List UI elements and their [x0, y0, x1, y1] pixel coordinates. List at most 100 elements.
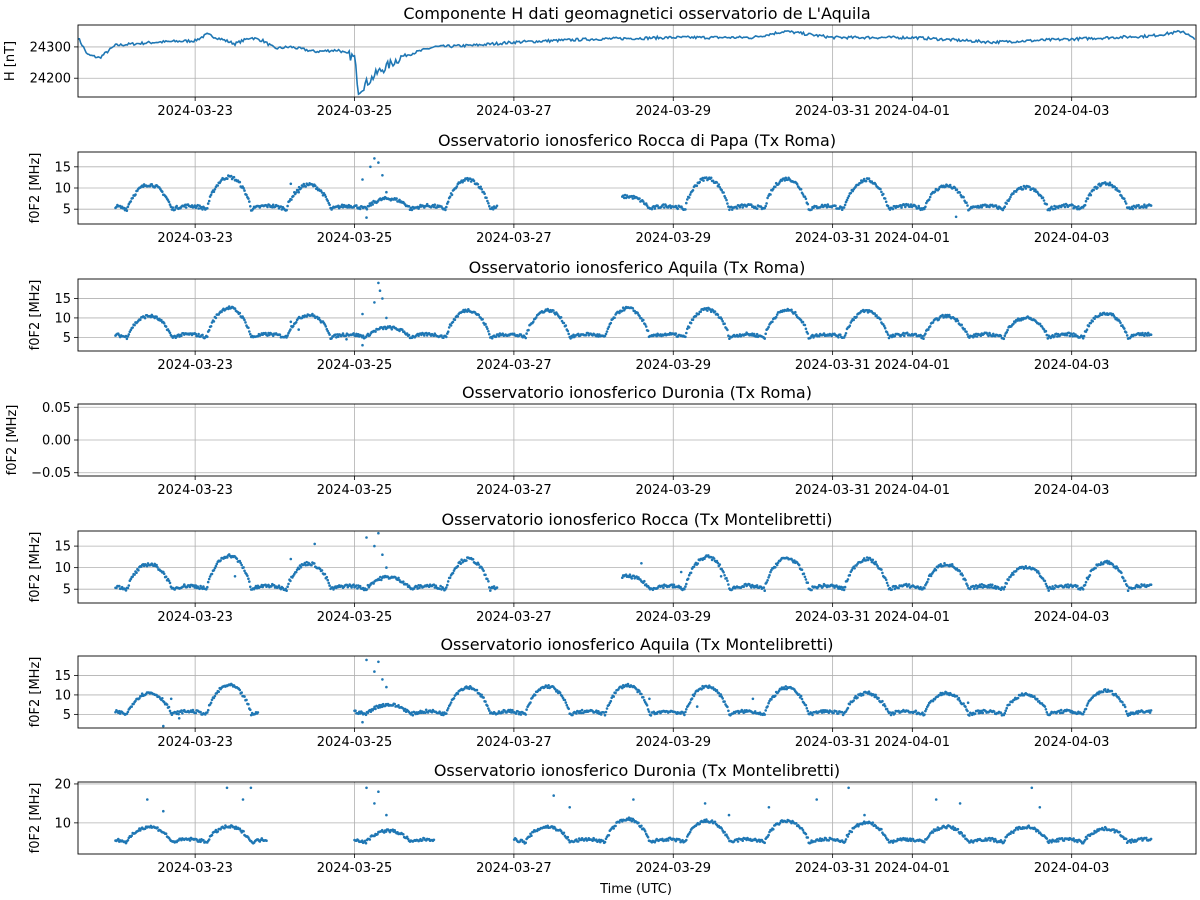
outlier-point — [373, 544, 376, 548]
data-point — [972, 587, 976, 591]
data-point — [295, 568, 299, 572]
data-point — [750, 203, 753, 206]
data-point — [624, 573, 628, 576]
data-point — [1012, 192, 1015, 195]
data-point — [432, 838, 436, 842]
data-point — [1043, 579, 1047, 583]
data-point — [605, 330, 609, 333]
data-point — [532, 320, 535, 324]
data-point — [690, 697, 694, 700]
data-point — [726, 328, 729, 332]
data-point — [1149, 204, 1153, 207]
data-point — [355, 584, 358, 587]
data-point — [855, 315, 858, 319]
data-point — [695, 184, 699, 187]
data-point — [1071, 335, 1074, 338]
data-point — [933, 190, 937, 193]
data-point — [767, 833, 770, 837]
data-point — [871, 558, 875, 562]
axes-frame — [77, 530, 1197, 604]
data-point — [709, 310, 713, 314]
data-point — [248, 200, 251, 203]
panels: Componente H dati geomagnetici osservato… — [3, 4, 1197, 876]
y-tick-label: 24300 — [30, 40, 71, 55]
data-point — [944, 313, 947, 317]
data-point — [893, 587, 897, 591]
data-point — [234, 825, 238, 829]
data-point — [597, 710, 600, 713]
data-point — [905, 582, 908, 586]
x-tick-label: 2024-03-25 — [317, 861, 393, 876]
data-point — [755, 584, 759, 587]
data-point — [964, 705, 967, 709]
x-tick-label: 2024-03-27 — [476, 483, 552, 498]
data-point — [886, 333, 890, 336]
data-point — [1122, 576, 1125, 580]
data-point — [1136, 712, 1139, 715]
data-point — [533, 693, 537, 697]
data-point — [656, 204, 659, 207]
data-point — [723, 830, 726, 834]
data-point — [365, 207, 369, 211]
data-point — [212, 569, 216, 572]
data-point — [645, 204, 649, 207]
data-point — [240, 691, 243, 694]
data-point — [881, 699, 884, 703]
data-point — [1056, 335, 1059, 338]
data-point — [476, 183, 480, 186]
data-point — [723, 322, 726, 326]
data-point — [643, 698, 646, 702]
data-point — [162, 572, 166, 576]
data-point — [215, 562, 219, 566]
data-point — [130, 705, 133, 708]
data-point — [966, 204, 969, 207]
data-point — [310, 563, 313, 567]
panel-3: Osservatorio ionosferico Duronia (Tx Rom… — [5, 383, 1197, 498]
data-point — [1111, 563, 1115, 566]
data-point — [987, 334, 990, 338]
data-point — [238, 180, 242, 184]
data-point — [486, 199, 489, 203]
data-point — [238, 311, 242, 315]
data-point — [243, 318, 246, 322]
y-tick-label: 10 — [54, 311, 71, 326]
data-point — [466, 310, 469, 313]
data-point — [251, 207, 255, 211]
data-point — [931, 321, 935, 324]
data-point — [927, 834, 931, 837]
data-point — [917, 204, 920, 208]
data-point — [889, 713, 893, 717]
data-point — [352, 332, 355, 335]
data-point — [885, 331, 889, 334]
data-point — [325, 575, 329, 579]
data-point — [759, 205, 763, 208]
data-point — [662, 586, 665, 589]
data-point — [364, 841, 368, 845]
data-point — [559, 316, 563, 319]
data-point — [613, 316, 616, 320]
data-point — [1089, 321, 1093, 325]
data-point — [712, 557, 716, 560]
data-point — [638, 197, 641, 200]
x-tick-label: 2024-04-03 — [1034, 861, 1110, 876]
data-point — [922, 337, 925, 341]
data-point — [720, 188, 723, 192]
data-point — [709, 176, 713, 180]
data-point — [661, 837, 664, 841]
data-point — [272, 584, 276, 587]
outlier-point — [369, 165, 372, 169]
data-point — [445, 335, 448, 339]
data-point — [456, 692, 460, 696]
data-point — [604, 710, 608, 714]
axes-frame — [77, 24, 1197, 98]
data-point — [143, 827, 147, 830]
data-point — [277, 584, 281, 587]
panel-0: Componente H dati geomagnetici osservato… — [3, 4, 1197, 119]
data-point — [1004, 709, 1007, 712]
data-point — [643, 830, 647, 833]
data-point — [844, 332, 848, 335]
data-point — [684, 710, 687, 714]
data-point — [646, 708, 650, 711]
data-point — [1145, 334, 1149, 337]
data-point — [723, 700, 726, 703]
